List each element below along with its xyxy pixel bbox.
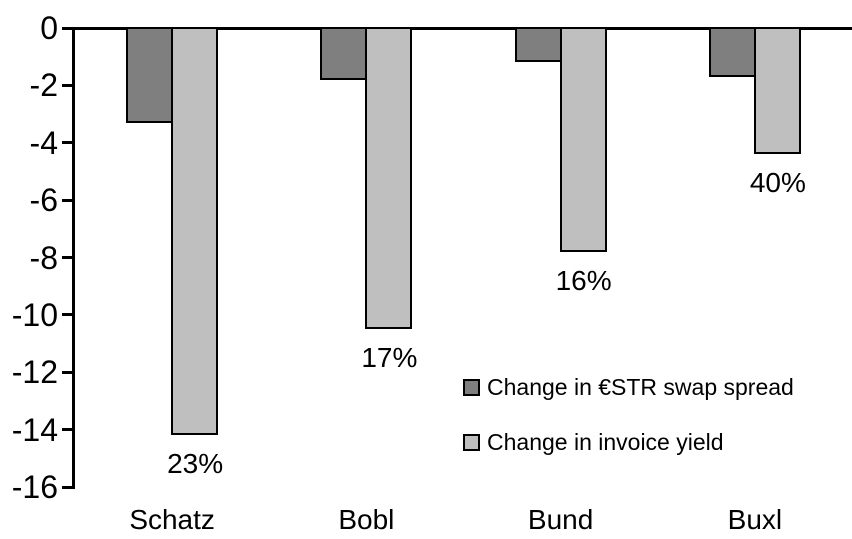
legend-label-change-in-invoice-yield: Change in invoice yield — [487, 428, 724, 455]
y-axis-tick-mark — [62, 141, 72, 145]
x-axis-label-bund: Bund — [527, 504, 594, 535]
bar-bobl-change-in-str-swap-spread — [320, 26, 368, 80]
y-axis-line — [72, 26, 75, 489]
legend-item-change-in-invoice-yield: Change in invoice yield — [463, 428, 724, 455]
data-label-bobl: 17% — [361, 342, 418, 374]
y-axis-tick-label: -2 — [29, 67, 58, 104]
data-label-schatz: 23% — [167, 448, 224, 480]
y-axis-tick-label: 0 — [40, 10, 58, 46]
y-axis-tick-mark — [62, 83, 72, 87]
x-axis-label-buxl: Buxl — [727, 504, 783, 535]
x-axis-label-schatz: Schatz — [129, 504, 215, 535]
y-axis-tick-mark — [62, 370, 72, 374]
bar-schatz-change-in-str-swap-spread — [126, 26, 174, 123]
bar-bund-change-in-invoice-yield — [559, 26, 607, 252]
data-label-bund: 16% — [555, 264, 612, 296]
y-axis-tick-label: -8 — [29, 239, 58, 276]
y-axis-tick-mark — [62, 198, 72, 202]
y-axis-tick-label: -6 — [29, 182, 58, 219]
y-axis-tick-mark — [62, 26, 72, 30]
y-axis-tick-label: -12 — [11, 354, 58, 391]
zero-line — [72, 26, 852, 30]
bar-buxl-change-in-invoice-yield — [753, 26, 801, 155]
bar-bund-change-in-str-swap-spread — [514, 26, 563, 63]
legend-swatch-change-in-str-swap-spread — [463, 378, 480, 396]
data-label-buxl: 40% — [749, 167, 806, 199]
y-axis-tick-mark — [62, 256, 72, 259]
y-axis-tick-mark — [62, 313, 72, 317]
legend-swatch-change-in-invoice-yield — [463, 433, 480, 451]
bar-buxl-change-in-str-swap-spread — [708, 26, 757, 77]
legend-label-change-in-str-swap-spread: Change in €STR swap spread — [487, 373, 794, 400]
y-axis-tick-label: -14 — [11, 411, 58, 448]
x-axis-label-bobl: Bobl — [338, 504, 395, 535]
legend-item-change-in-str-swap-spread: Change in €STR swap spread — [463, 373, 794, 400]
y-axis-tick-label: -16 — [11, 469, 58, 505]
y-axis-tick-label: -4 — [29, 124, 58, 161]
y-axis-tick-mark — [62, 485, 72, 489]
y-axis-tick-label: -10 — [11, 296, 58, 333]
bar-schatz-change-in-invoice-yield — [171, 26, 219, 436]
y-axis-tick-mark — [62, 428, 72, 432]
bar-bobl-change-in-invoice-yield — [365, 26, 413, 330]
